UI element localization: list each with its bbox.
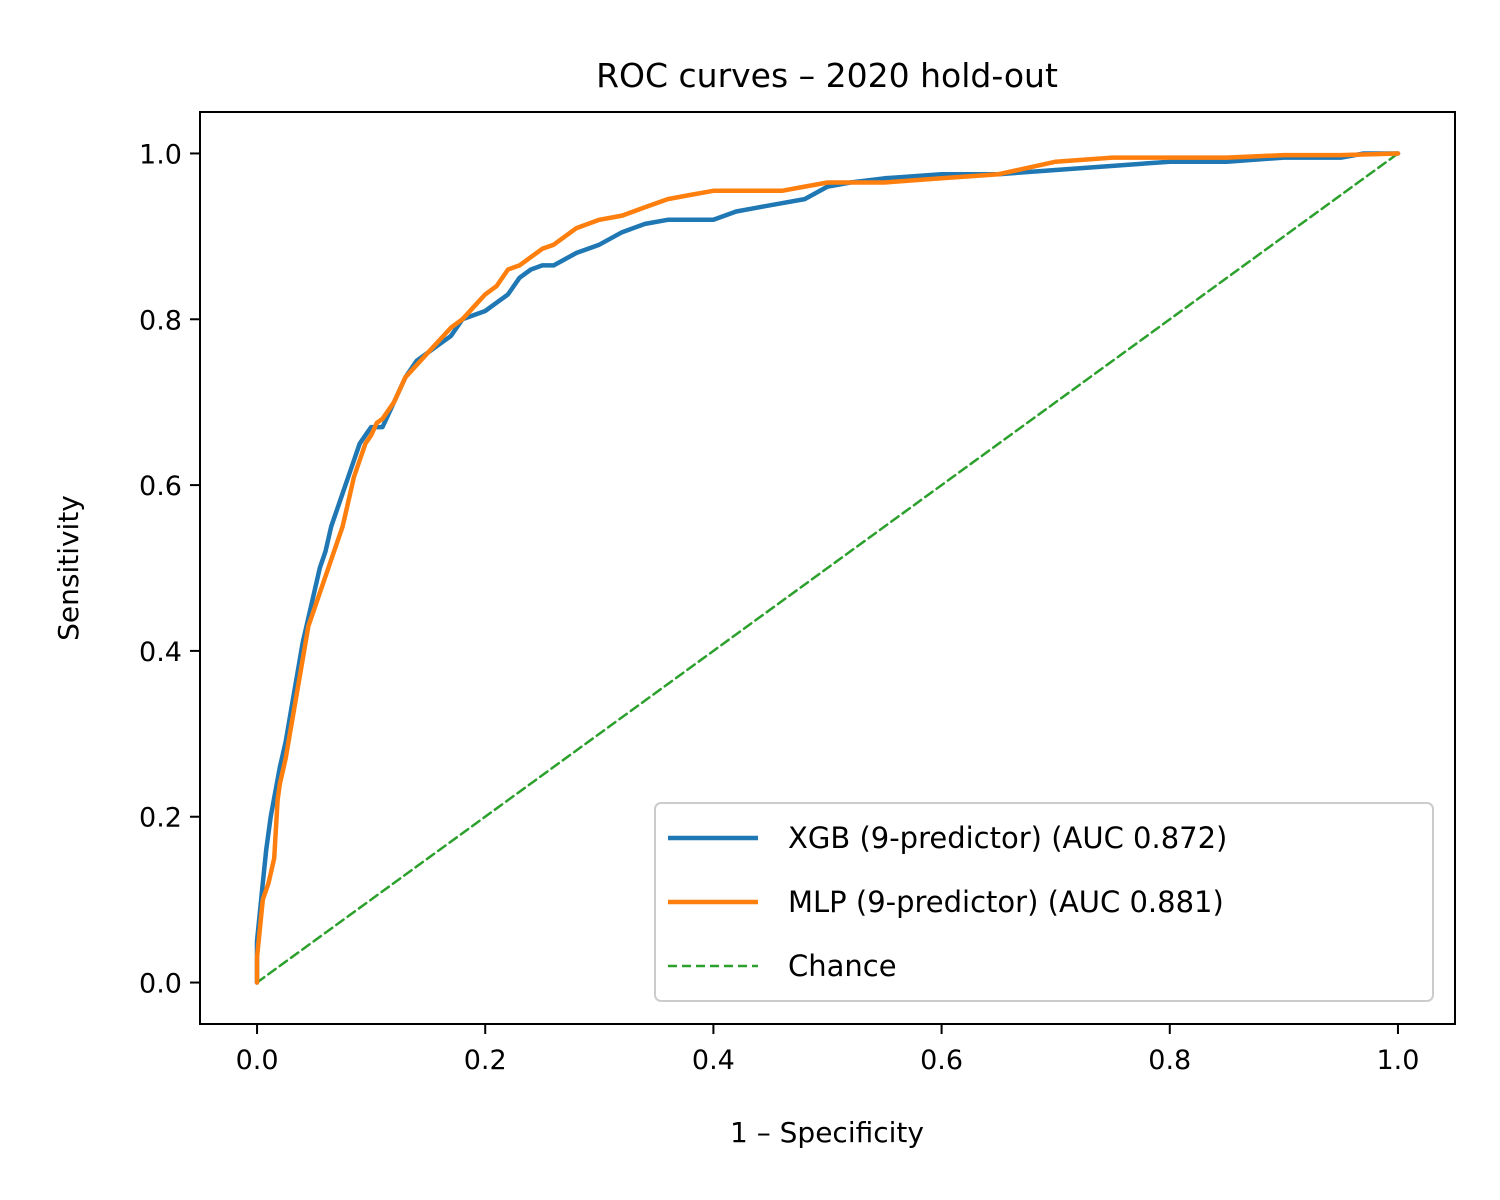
plot-frame (199, 111, 1456, 1025)
y-axis-label: Sensitivity (52, 495, 85, 641)
x-tick-label: 0.0 (236, 1045, 279, 1076)
y-tick-label: 0.4 (139, 637, 182, 668)
series-layer (254, 151, 1401, 985)
series-line-1 (254, 151, 1401, 985)
legend-box (654, 802, 1434, 1002)
x-tick-label: 0.2 (464, 1045, 507, 1076)
x-axis-label: 1 – Specificity (730, 1116, 924, 1149)
legend: XGB (9-predictor) (AUC 0.872) MLP (9-pred… (654, 802, 1434, 1002)
y-tick-label: 1.0 (139, 139, 182, 170)
y-tick-label: 0.0 (139, 969, 182, 1000)
series-line-2 (255, 152, 1400, 984)
ticks-layer: 0.0 0.2 0.4 0.6 0.8 1.0 0.0 0.2 0.4 0.6 0.8 1.0 (139, 139, 1419, 1076)
x-tick-label: 0.4 (692, 1045, 735, 1076)
legend-label-0: XGB (9-predictor) (AUC 0.872) (788, 821, 1227, 855)
chart-title: ROC curves – 2020 hold-out (596, 56, 1058, 95)
legend-label-2: Chance (788, 949, 897, 983)
x-tick-label: 0.8 (1148, 1045, 1191, 1076)
y-tick-label: 0.6 (139, 471, 182, 502)
x-tick-label: 1.0 (1376, 1045, 1419, 1076)
y-tick-label: 0.2 (139, 803, 182, 834)
legend-label-1: MLP (9-predictor) (AUC 0.881) (788, 885, 1224, 919)
y-tick-label: 0.8 (139, 305, 182, 336)
x-tick-label: 0.6 (920, 1045, 963, 1076)
